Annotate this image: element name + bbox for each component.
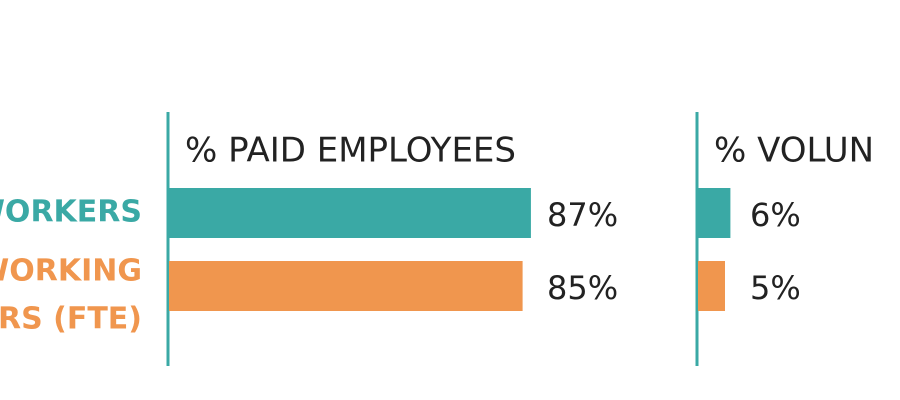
panel-title: % PAID EMPLOYEES	[185, 131, 516, 171]
value-label: 5%	[750, 269, 801, 307]
row-label: WORKERS	[0, 195, 142, 230]
bar	[169, 188, 531, 238]
bar	[169, 261, 523, 311]
bar	[698, 261, 725, 311]
row-label: RS (FTE)	[0, 302, 142, 337]
bar	[698, 188, 731, 238]
value-label: 6%	[750, 196, 801, 234]
value-label: 87%	[547, 196, 618, 234]
value-label: 85%	[547, 269, 618, 307]
row-label: WORKING	[0, 254, 142, 289]
panel-title: % VOLUN	[714, 131, 874, 171]
